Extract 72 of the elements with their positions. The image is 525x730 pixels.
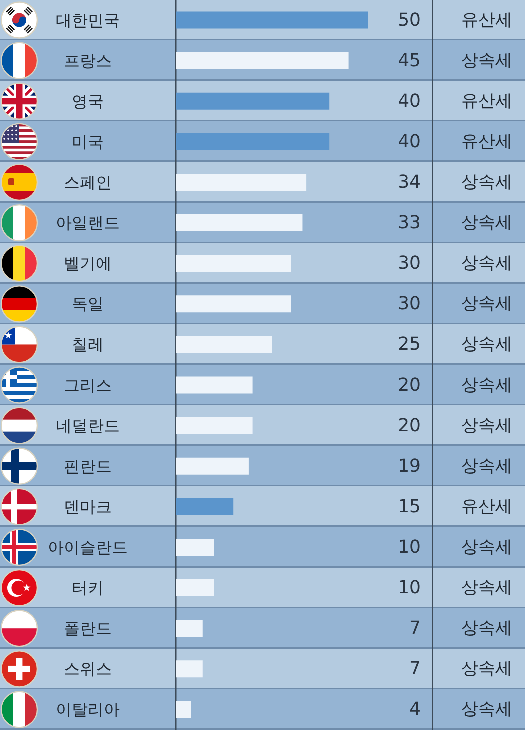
y2-tick-label: 상속세 [462,213,512,234]
bar [176,296,292,313]
data-label: 30 [398,253,421,274]
bar [176,92,330,110]
y2-tick-label: 유산세 [462,91,512,112]
y2-tick-label: 유산세 [462,10,512,30]
data-label: 50 [398,10,421,31]
bar [176,133,330,150]
bar [176,174,307,191]
data-label: 45 [398,50,421,72]
bar [176,539,214,556]
data-label: 40 [398,131,421,152]
y-tick-label: 터키 [72,578,104,598]
y2-tick-label: 유산세 [462,132,512,152]
bar [176,12,368,29]
y2-tick-label: 상속세 [462,416,512,436]
y-tick-label: 폴란드 [64,619,112,638]
data-label: 19 [398,456,421,477]
y2-tick-label: 상속세 [462,456,512,476]
y-tick-label: 덴마크 [64,497,112,516]
data-label: 34 [398,172,421,193]
y-tick-label: 대한민국 [56,10,120,30]
bar [176,701,192,718]
y2-tick-label: 상속세 [462,294,512,314]
bar [176,52,349,70]
y-tick-label: 프랑스 [64,51,112,70]
y2-tick-label: 상속세 [462,538,512,558]
y-tick-label: 핀란드 [64,456,112,476]
data-label: 20 [398,374,421,396]
y-tick-label: 그리스 [64,376,112,395]
data-label: 25 [398,334,421,356]
y-tick-label: 독일 [72,294,104,314]
data-label: 10 [398,537,421,558]
bar [176,376,253,394]
bar [176,255,292,272]
y-tick-label: 아이슬란드 [48,538,128,557]
y-tick-label: 미국 [72,132,104,152]
y-tick-label: 스페인 [64,173,112,192]
data-label: 7 [410,618,421,640]
data-label: 4 [410,699,421,720]
y-tick-label: 영국 [72,92,104,111]
y-tick-label: 이탈리아 [56,700,120,720]
bar [176,660,203,678]
y-tick-label: 아일랜드 [56,214,120,233]
bar [176,620,203,638]
data-label: 10 [398,578,421,599]
y-tick-label: 네덜란드 [56,416,120,436]
y2-tick-label: 상속세 [462,172,512,192]
y2-tick-label: 상속세 [462,334,512,355]
y2-tick-label: 유산세 [462,496,512,517]
y2-tick-label: 상속세 [462,659,512,680]
data-label: 20 [398,415,421,436]
y-tick-label: 스위스 [64,660,112,679]
bar [176,458,249,475]
y-tick-label: 벨기에 [64,254,112,274]
bar [176,417,253,434]
y2-tick-label: 상속세 [462,578,512,598]
data-label: 33 [398,212,421,234]
data-label: 30 [398,294,421,315]
data-label: 7 [410,658,421,680]
y2-tick-label: 상속세 [462,375,512,396]
y2-tick-label: 상속세 [462,618,512,639]
y2-tick-label: 상속세 [462,700,512,720]
data-label: 15 [398,496,421,518]
bar [176,580,214,597]
bar [176,214,303,232]
data-label: 40 [398,90,421,112]
bar [176,336,272,354]
y-tick-label: 칠레 [72,335,104,354]
bar [176,498,234,516]
y2-tick-label: 상속세 [462,50,512,71]
y2-tick-label: 상속세 [462,254,512,274]
